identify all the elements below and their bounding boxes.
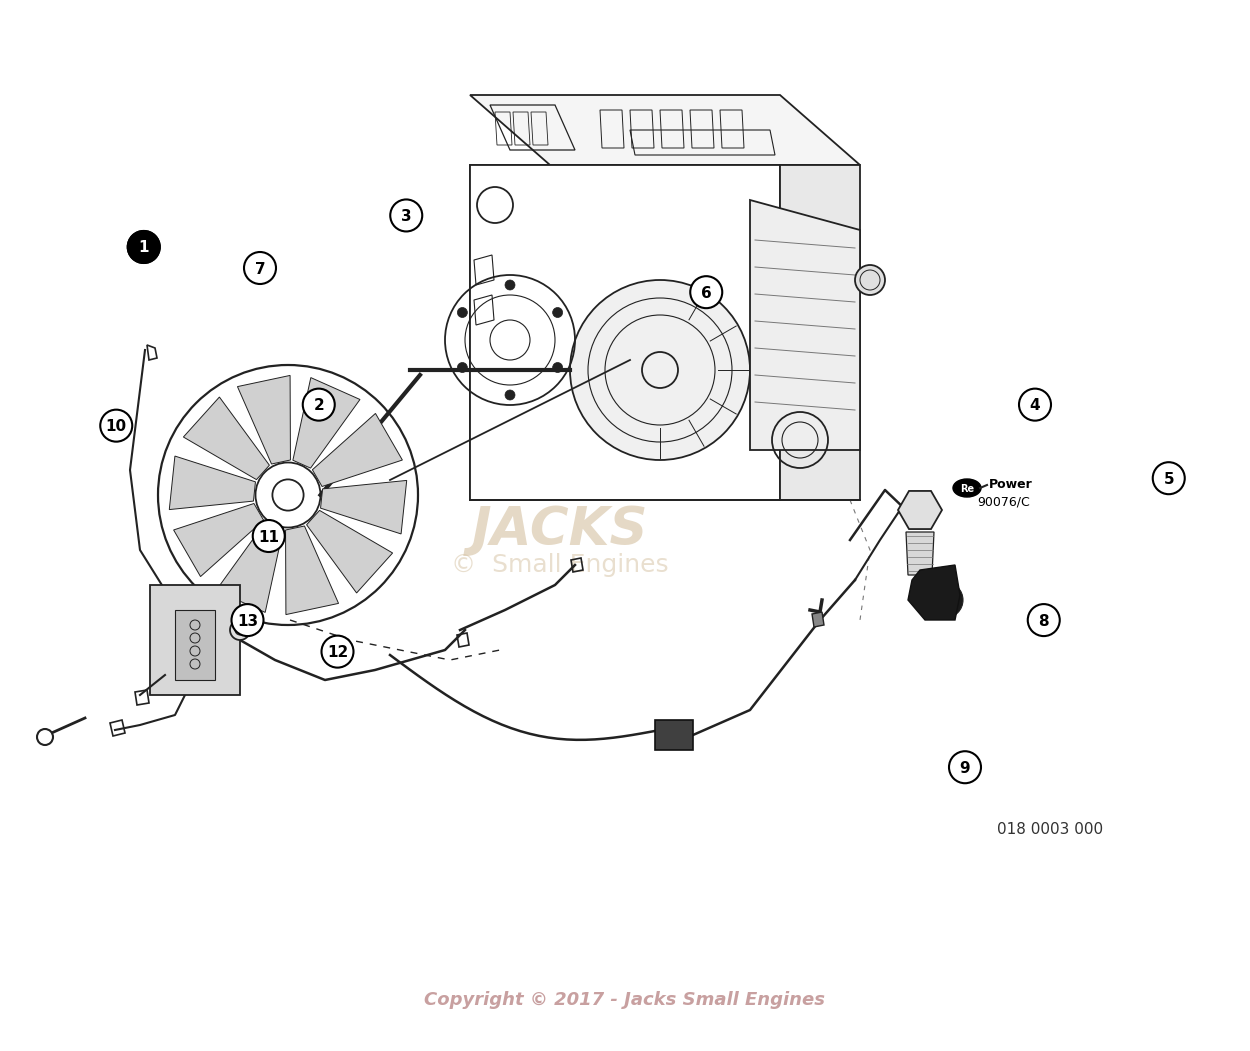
Text: 13: 13 xyxy=(238,614,258,628)
Circle shape xyxy=(102,412,130,439)
Polygon shape xyxy=(150,585,240,695)
Text: JACKS: JACKS xyxy=(471,504,649,556)
Text: 1: 1 xyxy=(139,241,149,255)
Text: 90076/C: 90076/C xyxy=(978,495,1030,509)
Polygon shape xyxy=(812,612,824,627)
Circle shape xyxy=(458,308,468,317)
Polygon shape xyxy=(306,511,392,593)
Circle shape xyxy=(38,729,53,745)
Circle shape xyxy=(230,620,250,640)
Circle shape xyxy=(505,280,515,290)
Polygon shape xyxy=(312,413,402,487)
Polygon shape xyxy=(169,456,255,510)
Text: 3: 3 xyxy=(401,209,411,224)
Circle shape xyxy=(690,276,722,308)
Circle shape xyxy=(130,233,158,261)
Bar xyxy=(655,720,692,750)
Text: Re: Re xyxy=(960,485,974,494)
Circle shape xyxy=(1155,465,1182,492)
Circle shape xyxy=(928,582,962,618)
Circle shape xyxy=(855,265,885,295)
Text: 1: 1 xyxy=(139,241,149,255)
Circle shape xyxy=(255,522,282,550)
Circle shape xyxy=(1152,462,1185,494)
Circle shape xyxy=(127,231,160,263)
Text: 8: 8 xyxy=(1039,614,1049,628)
Circle shape xyxy=(1028,604,1060,636)
Polygon shape xyxy=(750,200,860,450)
Text: 9: 9 xyxy=(960,761,970,776)
Circle shape xyxy=(505,390,515,400)
Text: 018 0003 000: 018 0003 000 xyxy=(998,823,1102,838)
Text: ©  Small Engines: © Small Engines xyxy=(451,553,669,577)
Circle shape xyxy=(1030,606,1058,634)
Polygon shape xyxy=(285,526,339,615)
Circle shape xyxy=(392,202,420,229)
Polygon shape xyxy=(174,503,264,577)
Text: 12: 12 xyxy=(328,645,348,660)
Polygon shape xyxy=(908,565,960,620)
Text: 10: 10 xyxy=(106,419,126,434)
Text: 5: 5 xyxy=(1164,472,1174,487)
Polygon shape xyxy=(238,375,290,463)
Circle shape xyxy=(231,604,264,636)
Circle shape xyxy=(390,200,422,231)
Text: 11: 11 xyxy=(259,530,279,544)
Polygon shape xyxy=(175,610,215,680)
Ellipse shape xyxy=(952,479,981,497)
Polygon shape xyxy=(898,491,942,529)
Circle shape xyxy=(244,252,276,284)
Text: Power: Power xyxy=(989,477,1032,491)
Polygon shape xyxy=(292,377,360,468)
Polygon shape xyxy=(906,532,934,575)
Circle shape xyxy=(305,391,332,418)
Circle shape xyxy=(458,363,468,372)
Circle shape xyxy=(127,231,160,263)
Text: 2: 2 xyxy=(314,398,324,413)
Circle shape xyxy=(100,410,132,441)
Circle shape xyxy=(951,754,979,781)
Text: 7: 7 xyxy=(255,262,265,276)
Circle shape xyxy=(321,636,354,667)
Circle shape xyxy=(253,520,285,552)
Text: 4: 4 xyxy=(1030,398,1040,413)
Circle shape xyxy=(1019,389,1051,420)
Polygon shape xyxy=(470,95,860,165)
Polygon shape xyxy=(470,165,550,500)
Polygon shape xyxy=(780,165,860,500)
Circle shape xyxy=(1021,391,1049,418)
Circle shape xyxy=(552,363,562,372)
Text: 6: 6 xyxy=(701,286,711,301)
Polygon shape xyxy=(184,397,270,479)
Circle shape xyxy=(552,308,562,317)
Circle shape xyxy=(324,638,351,665)
Polygon shape xyxy=(216,522,282,613)
Circle shape xyxy=(949,751,981,783)
Polygon shape xyxy=(470,165,780,500)
Circle shape xyxy=(302,389,335,420)
Polygon shape xyxy=(320,480,406,534)
Circle shape xyxy=(570,280,750,460)
Circle shape xyxy=(234,606,261,634)
Circle shape xyxy=(246,254,274,282)
Circle shape xyxy=(693,279,720,306)
Text: Copyright © 2017 - Jacks Small Engines: Copyright © 2017 - Jacks Small Engines xyxy=(425,991,825,1009)
